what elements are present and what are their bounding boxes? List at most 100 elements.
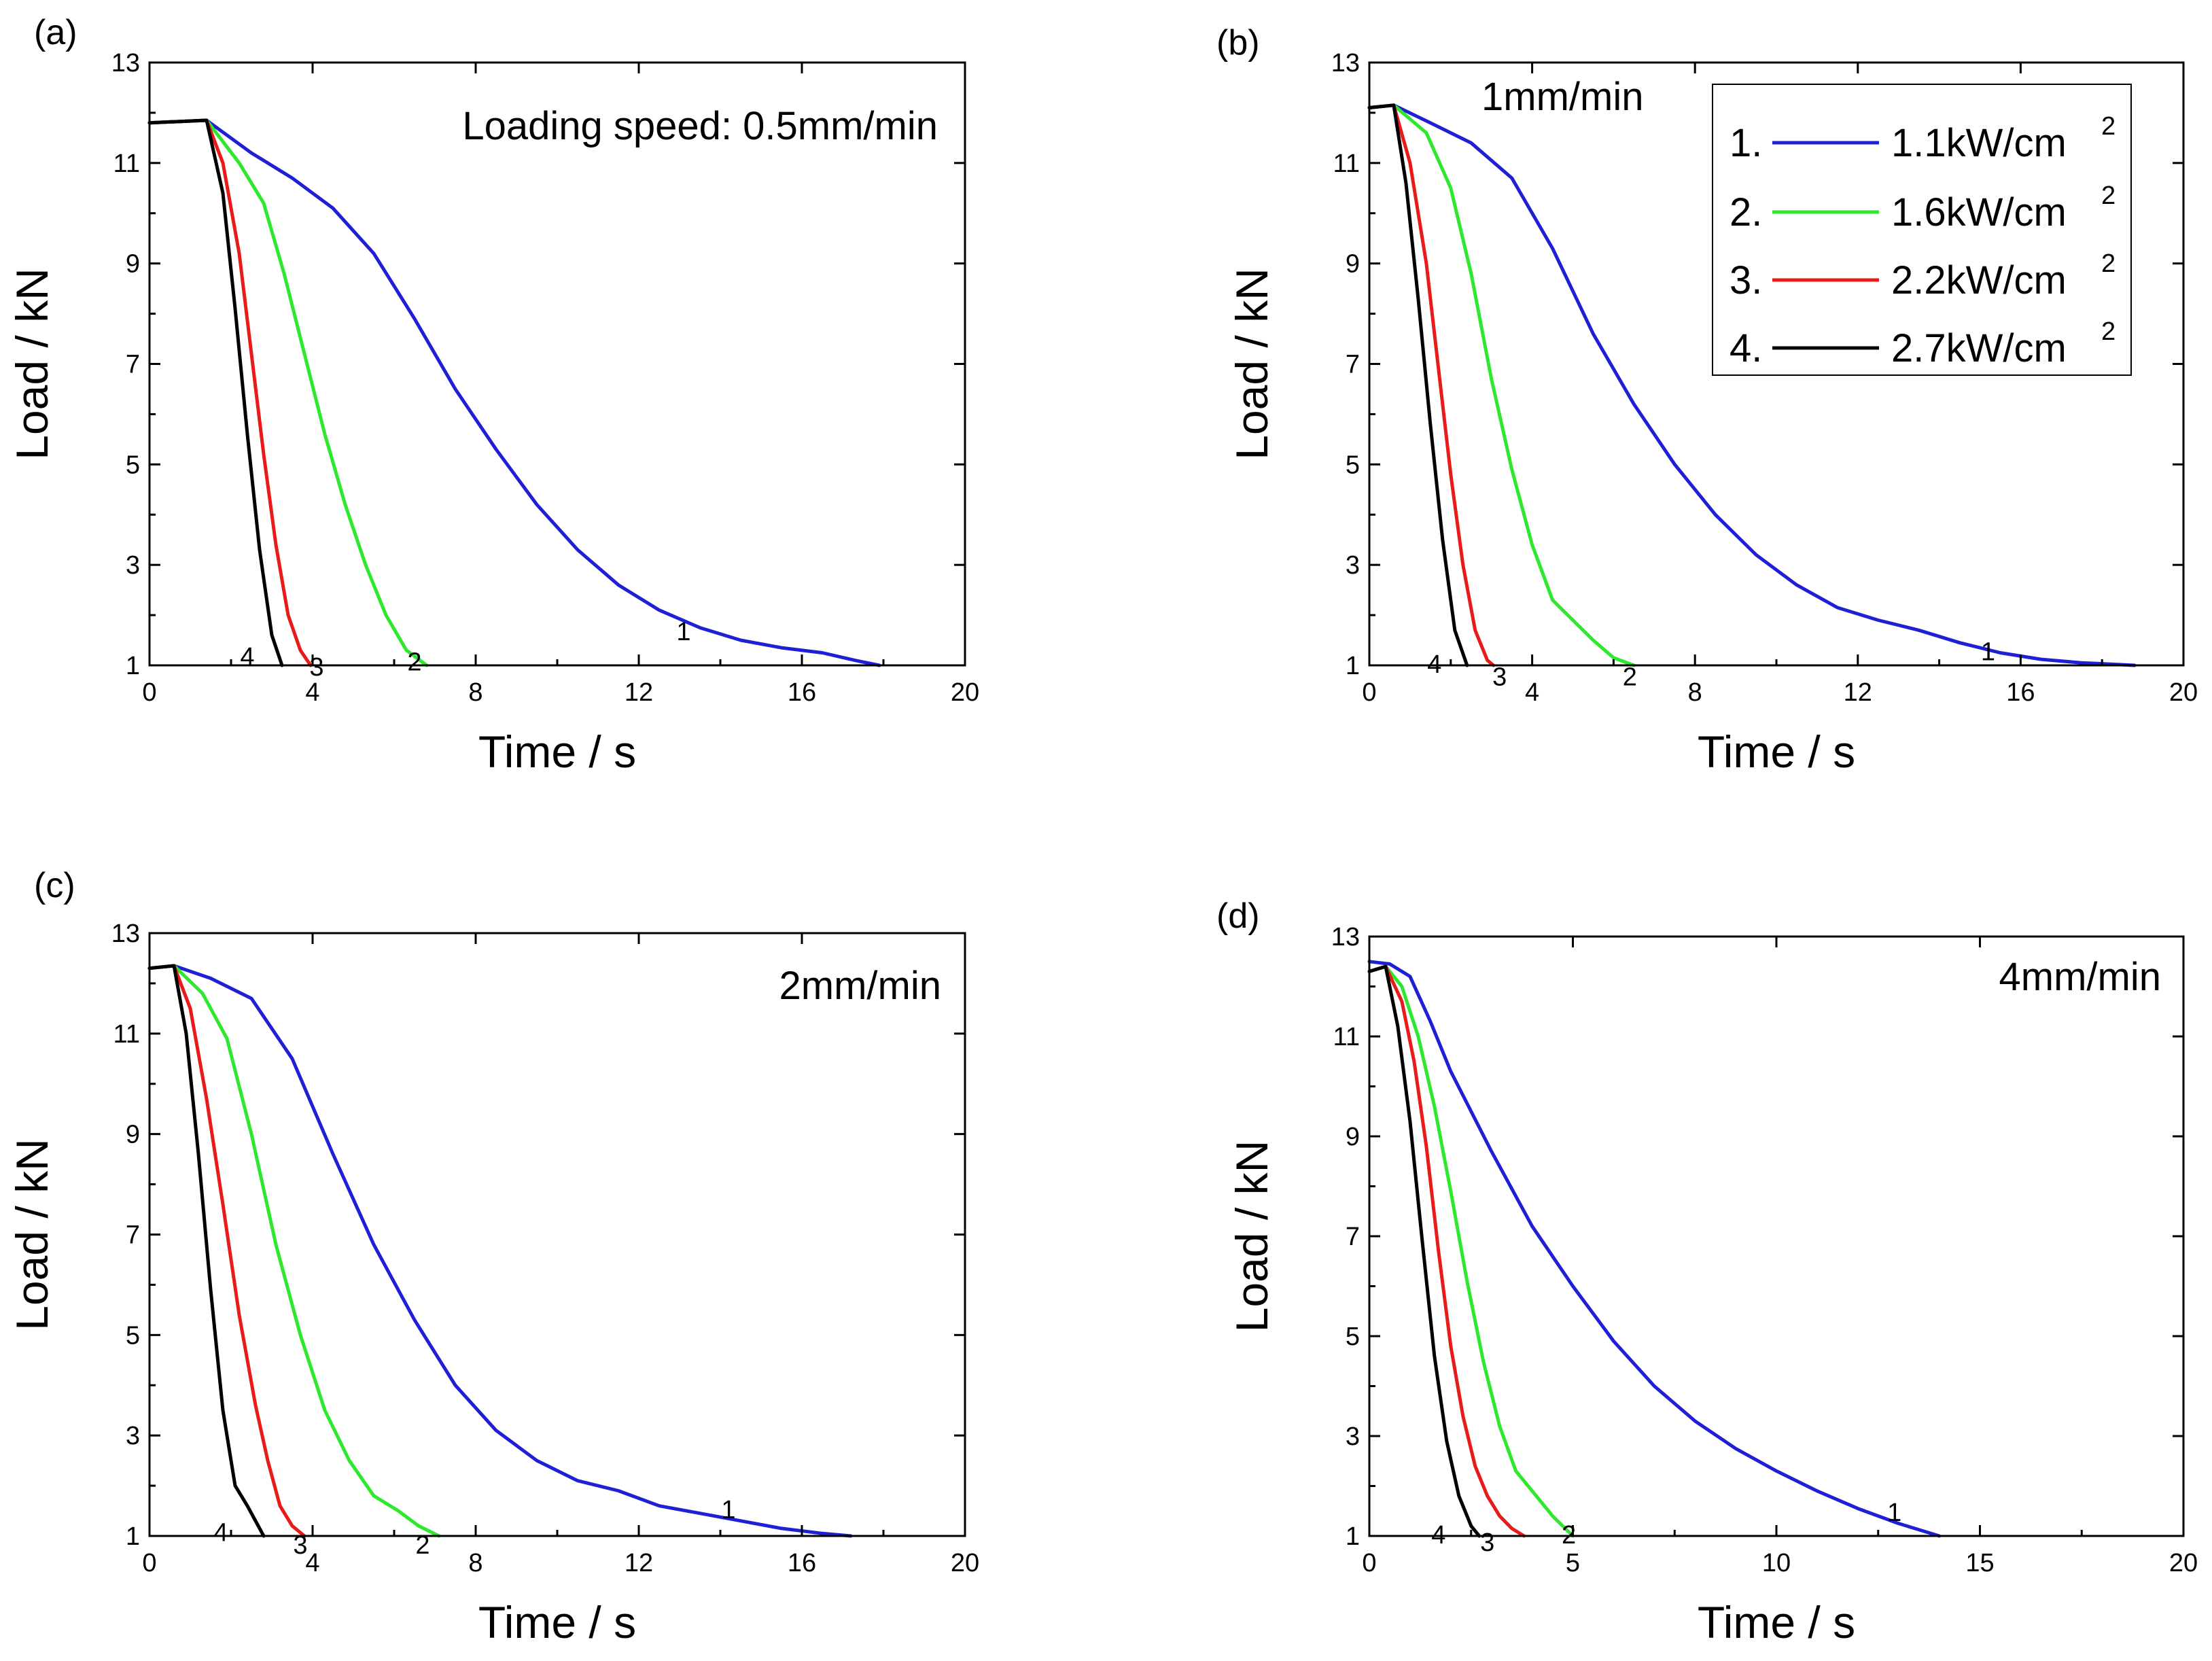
y-tick-label: 7 [1346,351,1360,379]
x-tick-label: 8 [468,678,482,707]
legend-item-4: 4. 2.7kW/cm 2 [1730,317,2116,370]
series-line-2 [1367,103,1636,667]
curve-label-2: 2 [415,1531,429,1560]
series-line-4 [1367,103,1469,667]
panel-label: (d) [1216,896,1260,936]
curve-label-4: 4 [240,643,254,671]
y-tick-label: 5 [126,451,140,479]
legend-number: 2. [1730,190,1762,234]
x-tick-label: 5 [1566,1549,1580,1577]
y-tick-label: 1 [1346,1522,1360,1551]
x-axis-title: Time / s [1698,727,1855,777]
plot-frame [1368,935,2185,1537]
x-tick-label: 4 [305,1549,319,1577]
y-tick-label: 3 [1346,1422,1360,1451]
y-tick-label: 11 [1333,1023,1360,1051]
series-line-1 [147,964,853,1538]
y-tick-label: 1 [126,1522,140,1551]
curve-label-4: 4 [1431,1521,1445,1550]
curve-label-1: 1 [1887,1499,1901,1527]
speed-annotation: 1mm/min [1481,75,1643,119]
curve-label-3: 3 [293,1531,307,1560]
y-axis-title: Load / kN [1227,268,1277,460]
y-tick-label: 9 [1346,250,1360,279]
curve-label-2: 2 [1562,1521,1576,1550]
y-axis-title: Load / kN [7,1138,57,1331]
y-tick-label: 9 [1346,1123,1360,1151]
y-tick-label: 3 [126,1422,140,1450]
legend-number: 3. [1730,258,1762,302]
curve-label-3: 3 [309,653,323,682]
series-line-2 [1367,964,1575,1538]
x-tick-label: 8 [1688,678,1702,707]
x-tick-label: 0 [142,678,156,707]
series-line-3 [147,118,313,667]
series-line-1 [1367,960,1942,1538]
legend-label: 1.1kW/cm [1891,121,2067,165]
curve-label-3: 3 [1480,1528,1494,1557]
series-line-2 [147,964,441,1538]
curve-label-1: 1 [676,618,690,646]
x-tick-label: 16 [2006,678,2035,707]
x-tick-label: 4 [305,678,319,707]
plot-frame [148,61,966,667]
legend-label: 1.6kW/cm [1891,190,2067,234]
curve-label-2: 2 [407,648,421,676]
y-tick-label: 5 [1346,1323,1360,1351]
x-tick-label: 10 [1762,1549,1791,1577]
x-tick-label: 20 [951,678,979,707]
y-tick-label: 11 [113,150,140,178]
speed-annotation: 4mm/min [1999,955,2161,999]
y-tick-label: 3 [1346,551,1360,580]
y-tick-label: 11 [1333,150,1360,178]
x-tick-label: 20 [951,1549,979,1577]
y-axis-title: Load / kN [1227,1140,1277,1333]
x-tick-label: 20 [2169,678,2198,707]
x-tick-label: 12 [625,678,653,707]
x-tick-label: 0 [1362,678,1376,707]
x-tick-label: 12 [1844,678,1872,707]
y-tick-label: 13 [1331,923,1360,951]
curve-label-2: 2 [1623,663,1637,692]
legend: 1. 1.1kW/cm 2 2. 1.6kW/cm 2 3. 2.2kW/cm 2 4. 2.7kW… [1712,84,2132,376]
x-tick-label: 15 [1965,1549,1994,1577]
y-tick-label: 9 [126,250,140,279]
series-line-4 [1367,964,1481,1538]
series-line-2 [147,118,429,667]
series-line-3 [1367,964,1526,1538]
curve-label-4: 4 [213,1518,228,1547]
legend-superscript: 2 [2101,181,2116,210]
x-tick-label: 20 [2169,1549,2198,1577]
legend-label: 2.2kW/cm [1891,258,2067,302]
y-tick-label: 5 [126,1321,140,1350]
x-tick-label: 12 [625,1549,653,1577]
legend-item-3: 3. 2.2kW/cm 2 [1730,249,2116,302]
x-tick-label: 4 [1525,678,1539,707]
legend-item-1: 1. 1.1kW/cm 2 [1730,112,2116,165]
panel-label: (a) [34,13,77,52]
x-tick-label: 0 [1362,1549,1376,1577]
panel-label: (b) [1216,23,1260,63]
legend-superscript: 2 [2101,249,2116,278]
y-tick-label: 7 [1346,1223,1360,1251]
curve-label-1: 1 [721,1496,735,1524]
x-tick-label: 16 [788,1549,816,1577]
legend-label: 2.7kW/cm [1891,326,2067,370]
y-tick-label: 13 [1331,49,1360,77]
panel-label: (c) [34,866,75,905]
x-tick-label: 0 [142,1549,156,1577]
legend-number: 4. [1730,326,1762,370]
x-axis-title: Time / s [478,1597,636,1647]
speed-annotation: Loading speed: 0.5mm/min [462,104,938,148]
speed-annotation: 2mm/min [779,964,941,1008]
plot-frame [148,932,966,1537]
x-axis-title: Time / s [1698,1597,1855,1647]
y-tick-label: 9 [126,1121,140,1149]
y-tick-label: 5 [1346,451,1360,479]
x-tick-label: 16 [788,678,816,707]
